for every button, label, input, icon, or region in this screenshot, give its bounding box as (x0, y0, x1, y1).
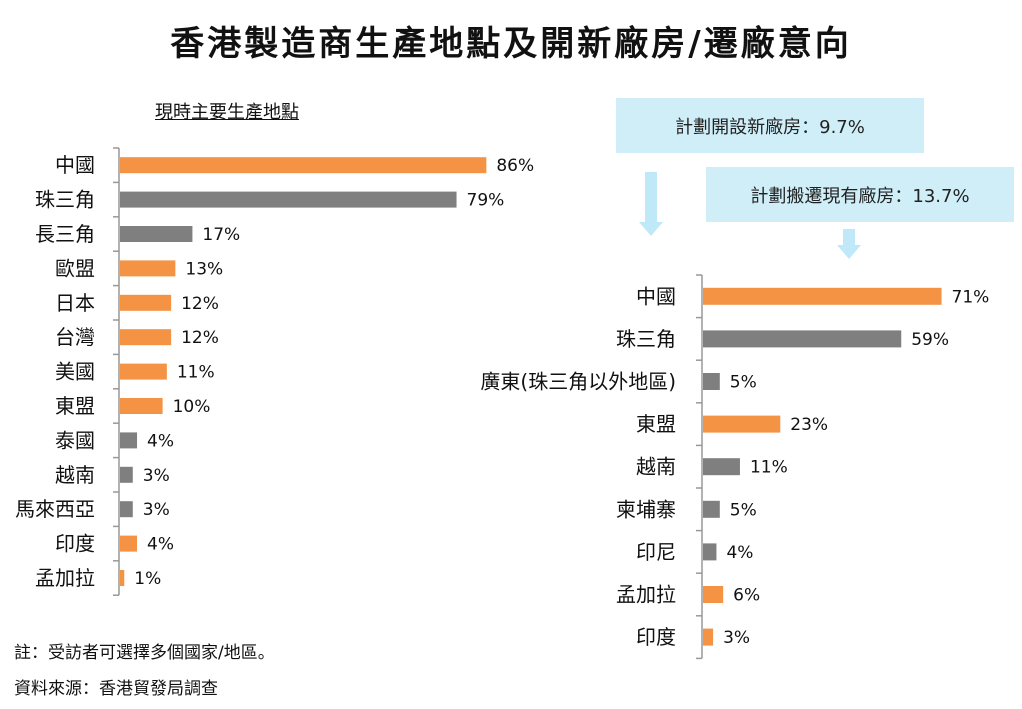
down-arrow-icon (639, 172, 663, 236)
value-label: 5% (730, 373, 757, 393)
footnote: 註：受訪者可選擇多個國家/地區。 (14, 643, 275, 663)
bar (703, 287, 942, 305)
bar (703, 586, 724, 603)
bar (120, 294, 172, 311)
bar (120, 432, 138, 449)
value-label: 3% (143, 500, 170, 520)
bar (120, 501, 133, 518)
bar (120, 260, 176, 277)
category-label: 珠三角 (616, 327, 676, 351)
value-label: 3% (723, 628, 750, 648)
bar (120, 535, 138, 552)
chart-title: 香港製造商生產地點及開新廠房/遷廠意向 (170, 24, 852, 64)
category-label: 印尼 (636, 540, 676, 564)
category-label: 歐盟 (55, 256, 95, 280)
category-label: 台灣 (55, 325, 95, 349)
bar (120, 466, 133, 483)
value-label: 11% (750, 458, 788, 478)
value-label: 4% (147, 431, 174, 451)
category-label: 美國 (55, 360, 95, 384)
bar (120, 398, 163, 414)
down-arrow-icon (837, 229, 861, 259)
value-label: 13% (185, 259, 223, 279)
bar (120, 363, 167, 380)
category-label: 越南 (55, 463, 95, 487)
category-label: 東盟 (636, 412, 676, 436)
value-label: 12% (181, 294, 219, 314)
bar (703, 373, 720, 390)
bar (703, 415, 781, 433)
category-label: 越南 (636, 455, 676, 479)
bar (120, 570, 125, 586)
category-label: 中國 (55, 153, 95, 177)
value-label: 3% (143, 466, 170, 486)
value-label: 59% (911, 330, 949, 350)
value-label: 4% (147, 535, 174, 555)
bar (703, 458, 740, 476)
category-label: 珠三角 (35, 188, 95, 212)
value-label: 6% (733, 586, 760, 606)
category-label: 印度 (636, 625, 676, 649)
category-label: 廣東(珠三角以外地區) (480, 370, 676, 394)
bar (703, 628, 714, 646)
bar (703, 543, 717, 561)
value-label: 71% (952, 287, 990, 307)
category-label: 中國 (636, 284, 676, 308)
value-label: 12% (181, 328, 219, 348)
value-label: 79% (467, 191, 505, 211)
right-bar-chart: 中國 71% 珠三角 59% 廣東(珠三角以外地區) 5% 東盟 23% 越南 11% 柬埔寨 5% 印… (480, 274, 990, 660)
value-label: 17% (202, 225, 240, 245)
category-label: 日本 (55, 291, 95, 315)
category-label: 柬埔寨 (616, 497, 676, 521)
value-label: 86% (496, 156, 534, 176)
bar (120, 157, 487, 174)
bar (703, 500, 720, 518)
bar (120, 329, 172, 346)
category-label: 孟加拉 (616, 583, 676, 607)
new-factory-callout: 計劃開設新廠房：9.7% (616, 98, 924, 153)
bar (703, 330, 902, 348)
value-label: 10% (173, 397, 211, 417)
value-label: 5% (730, 500, 757, 520)
left-bar-chart: 中國 86% 珠三角 79% 長三角 17% 歐盟 13% 日本 12% 台灣 12% 美國 11% 東盟 1… (15, 147, 534, 596)
category-label: 東盟 (55, 394, 95, 418)
category-label: 泰國 (55, 428, 95, 452)
category-label: 孟加拉 (35, 566, 95, 590)
category-label: 印度 (55, 532, 95, 556)
category-label: 馬來西亞 (15, 497, 95, 521)
relocate-callout: 計劃搬遷現有廠房：13.7% (706, 167, 1014, 222)
left-chart-subtitle: 現時主要生產地點 (155, 102, 299, 123)
value-label: 4% (726, 543, 753, 563)
bar (120, 191, 457, 208)
category-label: 長三角 (35, 222, 95, 246)
bar (120, 226, 193, 242)
source-note: 資料來源：香港貿發局調查 (14, 679, 218, 699)
value-label: 11% (177, 363, 215, 383)
value-label: 1% (134, 569, 161, 589)
value-label: 23% (790, 415, 828, 435)
